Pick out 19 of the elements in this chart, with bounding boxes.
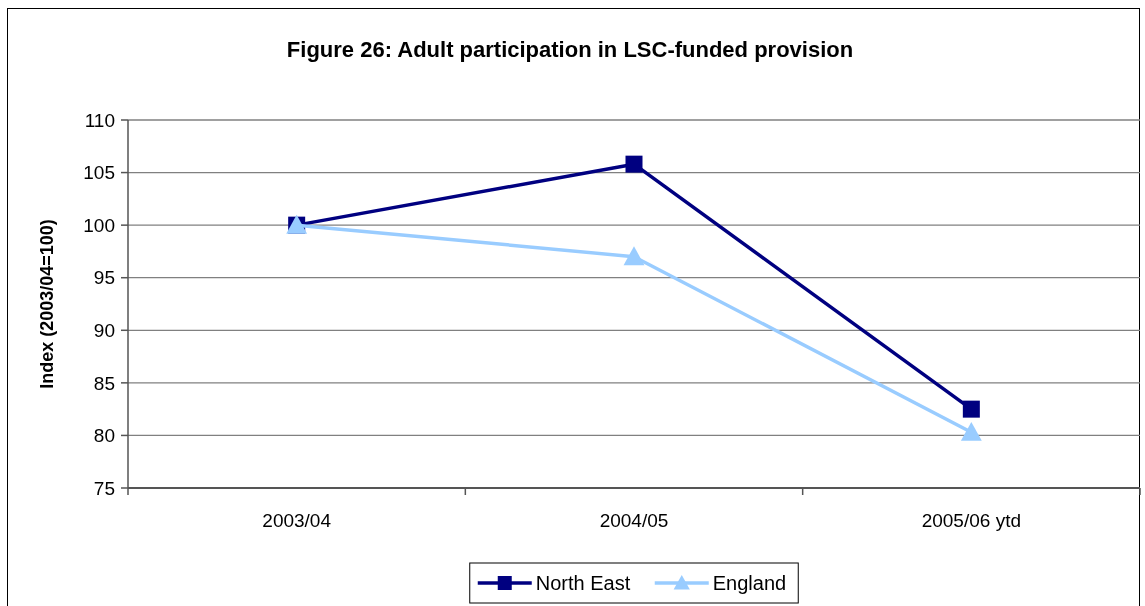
point: [960, 421, 982, 441]
y-tick-label: 110: [84, 109, 115, 131]
x-tick-label: 2004/05: [599, 510, 669, 531]
y-tick-label: 105: [83, 162, 115, 184]
y-tick-label: 95: [93, 267, 115, 289]
y-tick-label: 85: [93, 372, 115, 394]
y-tick-label: 80: [93, 425, 115, 447]
x-tick-label: 2003/04: [262, 510, 332, 531]
y-tick-label: 90: [93, 319, 115, 341]
legend-label: North East: [535, 572, 631, 594]
y-axis-title: Index (2003/04=100): [37, 219, 57, 389]
point: [625, 155, 643, 173]
chart-title: Figure 26: Adult participation in LSC-funded provision: [286, 37, 854, 62]
point: [623, 246, 645, 266]
point: [962, 400, 980, 418]
legend-label: England: [712, 572, 787, 594]
x-tick-label: 2005/06 ytd: [921, 510, 1021, 531]
y-tick-label: 100: [83, 214, 115, 236]
y-tick-label: 75: [93, 477, 115, 499]
